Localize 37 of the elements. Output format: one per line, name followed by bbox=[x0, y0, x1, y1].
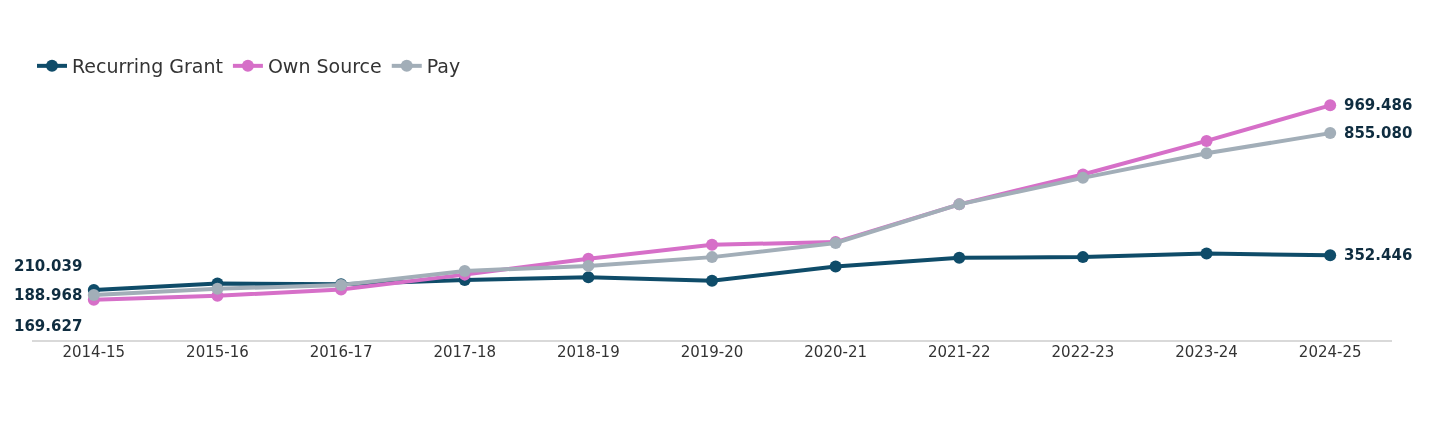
data-label: 169.627 bbox=[14, 317, 83, 335]
x-tick-label: 2023-24 bbox=[1175, 343, 1238, 361]
point bbox=[582, 271, 595, 284]
point bbox=[1200, 147, 1213, 160]
x-tick-label: 2024-25 bbox=[1298, 343, 1362, 361]
data-label: 969.486 bbox=[1344, 96, 1413, 114]
x-tick-label: 2015-16 bbox=[186, 343, 249, 361]
point bbox=[953, 251, 966, 264]
data-label: 188.968 bbox=[14, 286, 83, 304]
point bbox=[1324, 249, 1337, 262]
point bbox=[1200, 134, 1213, 147]
point bbox=[458, 264, 471, 277]
legend-label: Pay bbox=[426, 55, 461, 78]
point bbox=[211, 282, 224, 295]
data-label: 855.080 bbox=[1344, 124, 1413, 142]
point bbox=[1324, 127, 1337, 140]
point bbox=[1200, 247, 1213, 260]
x-tick-label: 2016-17 bbox=[309, 343, 373, 361]
point bbox=[706, 238, 718, 251]
x-tick-label: 2021-22 bbox=[927, 343, 991, 361]
point bbox=[706, 274, 718, 287]
data-label: 210.039 bbox=[14, 257, 83, 275]
point bbox=[582, 259, 595, 272]
point bbox=[87, 289, 100, 302]
x-tick-label: 2022-23 bbox=[1051, 343, 1115, 361]
point bbox=[1076, 251, 1089, 264]
point bbox=[706, 251, 718, 264]
x-tick-label: 2020-21 bbox=[804, 343, 867, 361]
x-tick-label: 2018-19 bbox=[557, 343, 620, 361]
legend-label: Recurring Grant bbox=[72, 55, 223, 78]
x-tick-label: 2014-15 bbox=[62, 343, 126, 361]
x-tick-label: 2017-18 bbox=[433, 343, 497, 361]
point bbox=[1324, 99, 1337, 112]
data-label: 352.446 bbox=[1344, 246, 1413, 264]
x-tick-label: 2019-20 bbox=[680, 343, 744, 361]
point bbox=[829, 260, 842, 273]
legend-label: Own Source bbox=[267, 55, 382, 78]
